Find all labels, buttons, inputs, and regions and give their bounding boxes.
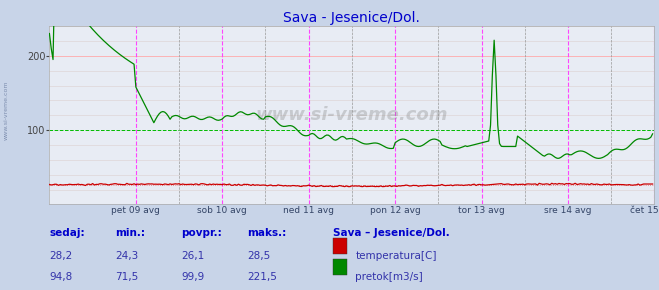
Text: Sava – Jesenice/Dol.: Sava – Jesenice/Dol. bbox=[333, 228, 449, 238]
Text: 221,5: 221,5 bbox=[247, 272, 277, 282]
Text: sedaj:: sedaj: bbox=[49, 228, 85, 238]
Title: Sava - Jesenice/Dol.: Sava - Jesenice/Dol. bbox=[283, 11, 420, 25]
Text: www.si-vreme.com: www.si-vreme.com bbox=[256, 106, 448, 124]
Text: 26,1: 26,1 bbox=[181, 251, 204, 261]
Text: 28,5: 28,5 bbox=[247, 251, 270, 261]
Text: 94,8: 94,8 bbox=[49, 272, 72, 282]
Text: 24,3: 24,3 bbox=[115, 251, 138, 261]
Text: maks.:: maks.: bbox=[247, 228, 287, 238]
Text: pretok[m3/s]: pretok[m3/s] bbox=[355, 272, 423, 282]
Text: temperatura[C]: temperatura[C] bbox=[355, 251, 437, 261]
Text: 99,9: 99,9 bbox=[181, 272, 204, 282]
Text: www.si-vreme.com: www.si-vreme.com bbox=[4, 80, 9, 140]
Text: 28,2: 28,2 bbox=[49, 251, 72, 261]
Text: min.:: min.: bbox=[115, 228, 146, 238]
Text: povpr.:: povpr.: bbox=[181, 228, 222, 238]
Text: 71,5: 71,5 bbox=[115, 272, 138, 282]
